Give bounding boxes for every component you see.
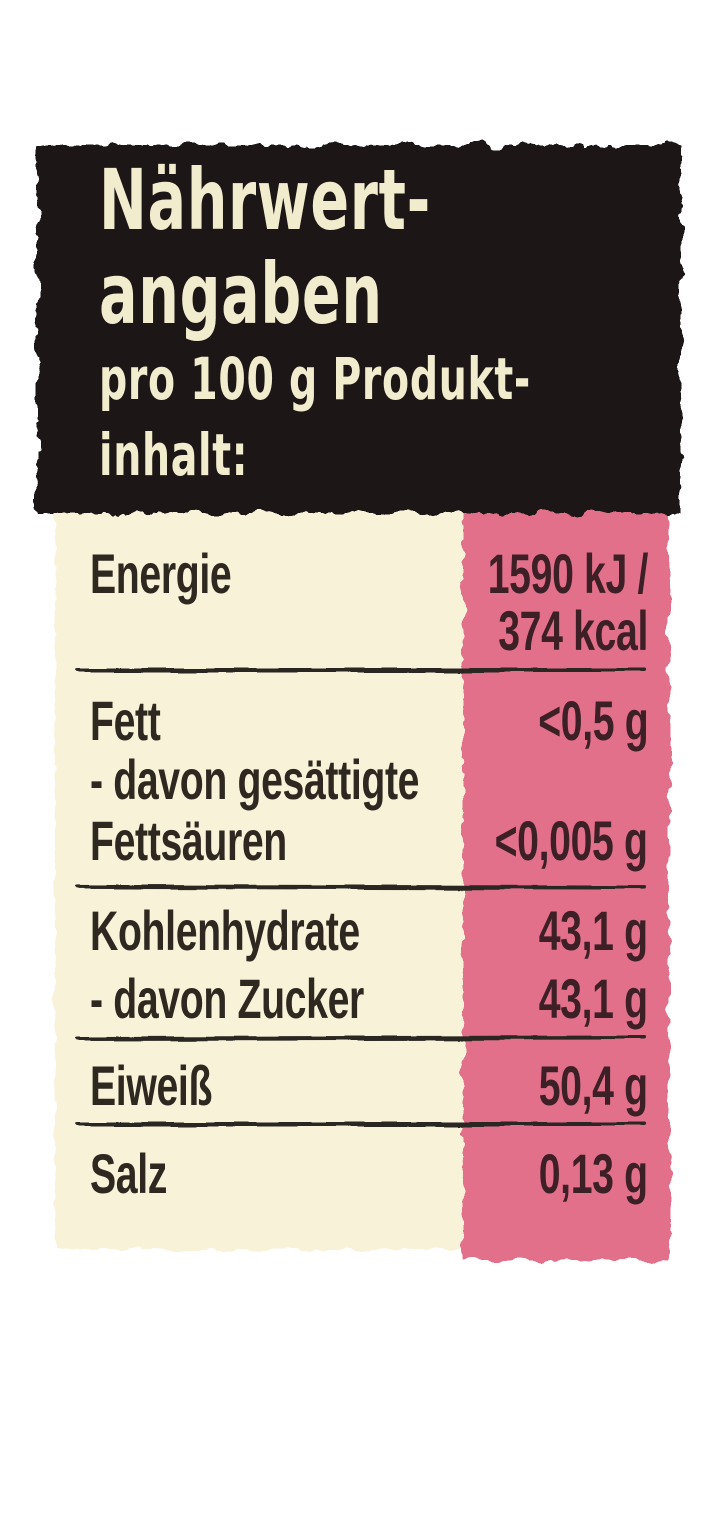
nutrient-label: Kohlenhydrate	[90, 899, 360, 962]
nutrient-value: <0,5 g	[537, 689, 648, 752]
header-subtitle-line-1: pro 100 g Produkt-	[99, 345, 531, 413]
row-salz: Salz 0,13 g	[90, 1144, 648, 1204]
divider	[75, 1122, 647, 1126]
nutrient-label: Energie	[90, 542, 232, 605]
nutrient-value: 43,1 g	[538, 899, 648, 962]
nutrient-value: 1590 kJ /	[487, 542, 649, 605]
row-fett: Fett <0,5 g	[90, 691, 648, 751]
nutrient-value: 50,4 g	[538, 1054, 648, 1117]
row-energie-kcal: 374 kcal	[90, 601, 648, 661]
row-energie: Energie 1590 kJ /	[90, 544, 648, 604]
nutrient-value: 374 kcal	[498, 599, 648, 662]
nutrient-label: Fett	[90, 689, 161, 752]
nutrient-label: Eiweiß	[90, 1054, 213, 1117]
header-subtitle-line-2: inhalt:	[99, 421, 249, 489]
nutrient-label: Fettsäuren	[90, 809, 287, 872]
nutrient-label: Salz	[90, 1142, 168, 1205]
table-right-background	[463, 500, 669, 1260]
header-background	[37, 145, 681, 513]
row-davon-zucker: - davon Zucker 43,1 g	[90, 969, 648, 1029]
divider	[75, 668, 647, 672]
row-davon-gesaettigte: - davon gesättigte	[90, 750, 648, 810]
row-fettsaeuren: Fettsäuren <0,005 g	[90, 811, 648, 871]
nutrient-value: <0,005 g	[494, 809, 648, 872]
row-eiweiss: Eiweiß 50,4 g	[90, 1056, 648, 1116]
nutrient-value: 43,1 g	[538, 967, 648, 1030]
row-kohlenhydrate: Kohlenhydrate 43,1 g	[90, 901, 648, 961]
nutrient-label: - davon Zucker	[90, 967, 364, 1030]
nutrient-value: 0,13 g	[538, 1142, 648, 1205]
header-title-line-2: angaben	[99, 245, 383, 343]
header-title-line-1: Nährwert-	[99, 151, 431, 249]
header: Nährwert- angaben pro 100 g Produkt- inh…	[99, 153, 720, 493]
nutrient-label: - davon gesättigte	[90, 748, 420, 811]
